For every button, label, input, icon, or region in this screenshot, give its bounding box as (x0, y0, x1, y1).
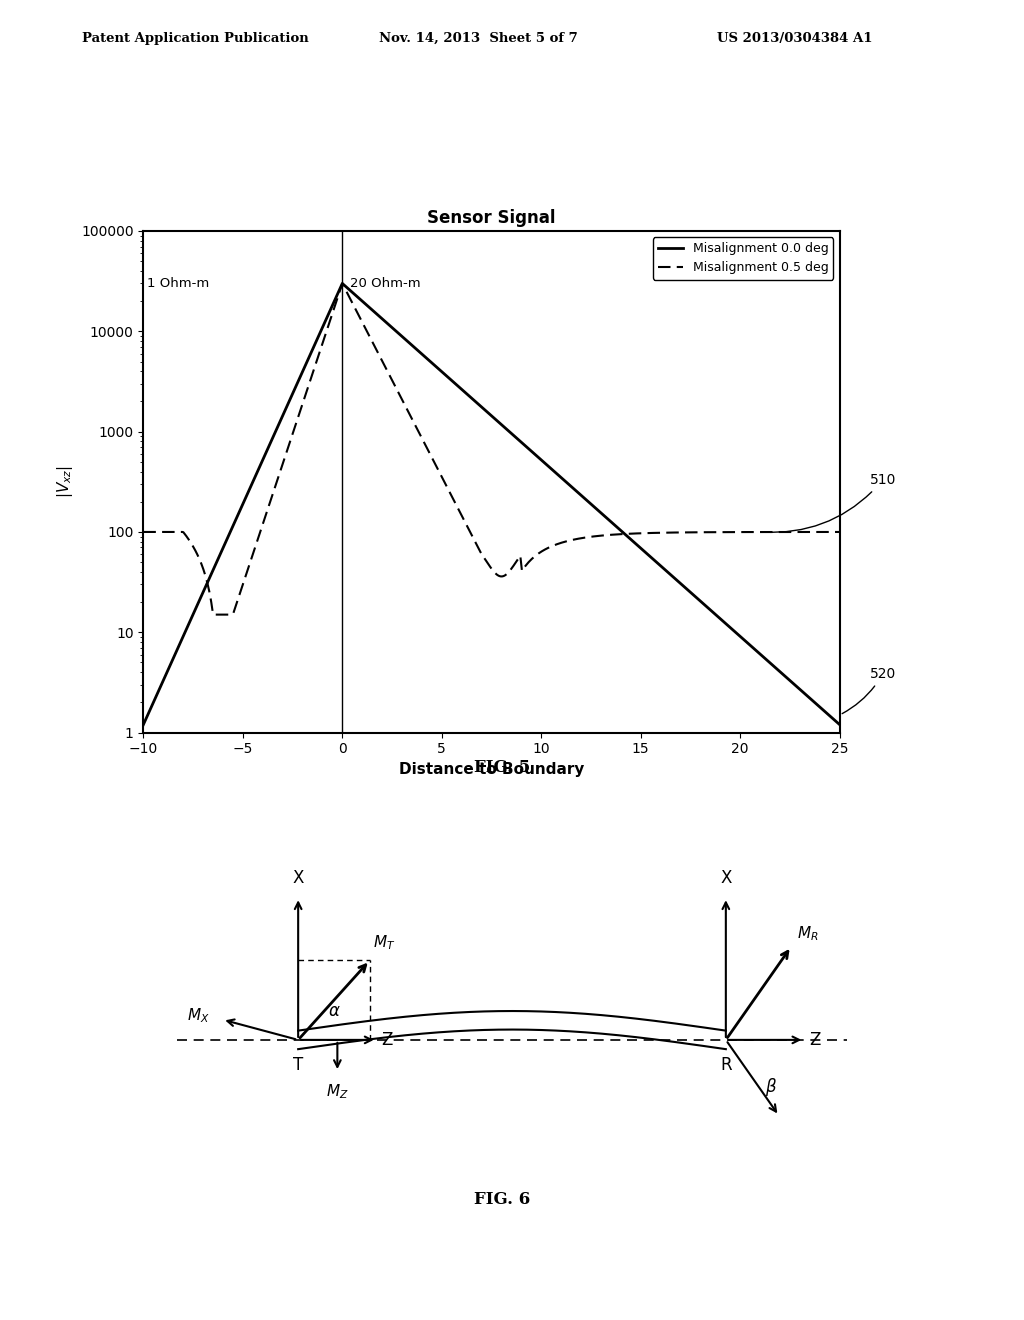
Text: 510: 510 (763, 473, 896, 532)
Text: US 2013/0304384 A1: US 2013/0304384 A1 (717, 32, 872, 45)
Text: R: R (720, 1056, 732, 1073)
Misalignment 0.0 deg (834, 717, 846, 733)
Text: $\alpha$: $\alpha$ (328, 1002, 341, 1020)
Text: FIG. 6: FIG. 6 (474, 1191, 529, 1208)
Misalignment 0.0 deg (455, 380, 467, 396)
X-axis label: Distance to Boundary: Distance to Boundary (398, 762, 585, 777)
Line: Misalignment 0.0 deg: Misalignment 0.0 deg (143, 284, 840, 725)
Text: X: X (720, 869, 731, 887)
Misalignment 0.0 deg (685, 585, 697, 601)
Text: Patent Application Publication: Patent Application Publication (82, 32, 308, 45)
Text: $M_X$: $M_X$ (187, 1007, 210, 1026)
Misalignment 0.0 deg (336, 276, 348, 292)
Misalignment 0.5 deg (456, 508, 468, 524)
Misalignment 0.5 deg (501, 566, 513, 582)
Text: $M_Z$: $M_Z$ (326, 1082, 349, 1101)
Text: $M_R$: $M_R$ (797, 924, 818, 942)
Text: 20 Ohm-m: 20 Ohm-m (350, 277, 421, 290)
Misalignment 0.0 deg (499, 420, 511, 436)
Legend: Misalignment 0.0 deg, Misalignment 0.5 deg: Misalignment 0.0 deg, Misalignment 0.5 d… (652, 238, 834, 280)
Misalignment 0.0 deg (404, 337, 417, 352)
Misalignment 0.5 deg (137, 524, 150, 540)
Title: Sensor Signal: Sensor Signal (427, 209, 556, 227)
Misalignment 0.5 deg (336, 276, 348, 292)
Text: FIG. 5: FIG. 5 (474, 759, 529, 776)
Misalignment 0.5 deg (207, 607, 219, 623)
Line: Misalignment 0.5 deg: Misalignment 0.5 deg (143, 284, 840, 615)
Misalignment 0.5 deg (834, 524, 846, 540)
Text: $M_T$: $M_T$ (374, 933, 395, 952)
Y-axis label: $|V_{xz}|$: $|V_{xz}|$ (55, 465, 76, 499)
Misalignment 0.5 deg (407, 412, 419, 428)
Text: Z: Z (382, 1031, 393, 1049)
Text: T: T (293, 1056, 303, 1073)
Text: Nov. 14, 2013  Sheet 5 of 7: Nov. 14, 2013 Sheet 5 of 7 (379, 32, 578, 45)
Misalignment 0.5 deg (687, 524, 699, 540)
Misalignment 0.0 deg (815, 701, 827, 717)
Text: 1 Ohm-m: 1 Ohm-m (147, 277, 210, 290)
Misalignment 0.0 deg (137, 717, 150, 733)
Text: Z: Z (809, 1031, 820, 1049)
Misalignment 0.5 deg (401, 401, 414, 417)
Misalignment 0.0 deg (399, 331, 412, 347)
Text: $\beta$: $\beta$ (765, 1076, 777, 1097)
Text: 520: 520 (842, 667, 896, 714)
Text: X: X (293, 869, 304, 887)
Misalignment 0.5 deg (817, 524, 829, 540)
